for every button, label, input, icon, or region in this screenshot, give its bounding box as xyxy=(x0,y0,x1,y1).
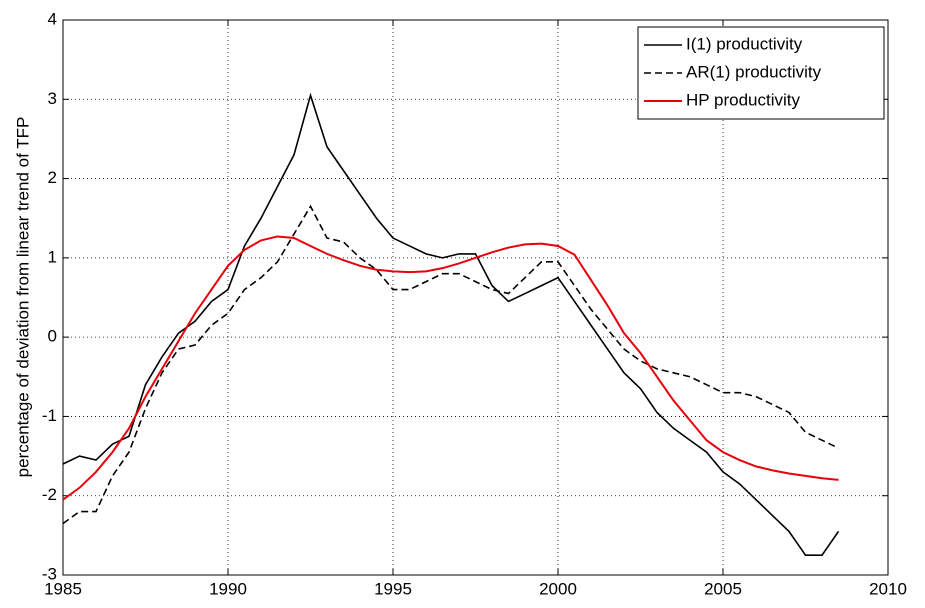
x-tick-label: 1995 xyxy=(374,579,412,598)
x-tick-label: 1985 xyxy=(44,579,82,598)
y-axis-label: percentage of deviation from linear tren… xyxy=(13,117,32,478)
y-tick-label: 1 xyxy=(48,247,57,266)
x-tick-label: 2010 xyxy=(869,579,907,598)
legend-label: HP productivity xyxy=(686,90,801,109)
x-tick-label: 1990 xyxy=(209,579,247,598)
series-line xyxy=(62,204,839,525)
legend-label: I(1) productivity xyxy=(686,34,803,53)
y-tick-label: -1 xyxy=(42,406,57,425)
y-tick-label: 3 xyxy=(48,89,57,108)
y-tick-label: -3 xyxy=(42,564,57,583)
x-tick-label: 2000 xyxy=(539,579,577,598)
y-tick-label: -2 xyxy=(42,485,57,504)
y-tick-label: 2 xyxy=(48,168,57,187)
y-tick-label: 0 xyxy=(48,327,57,346)
axes-box xyxy=(62,19,889,576)
legend-label: AR(1) productivity xyxy=(686,62,822,81)
x-tick-label: 2005 xyxy=(704,579,742,598)
series-line xyxy=(62,92,840,556)
series-line xyxy=(62,235,839,501)
y-tick-label: 4 xyxy=(48,9,57,28)
